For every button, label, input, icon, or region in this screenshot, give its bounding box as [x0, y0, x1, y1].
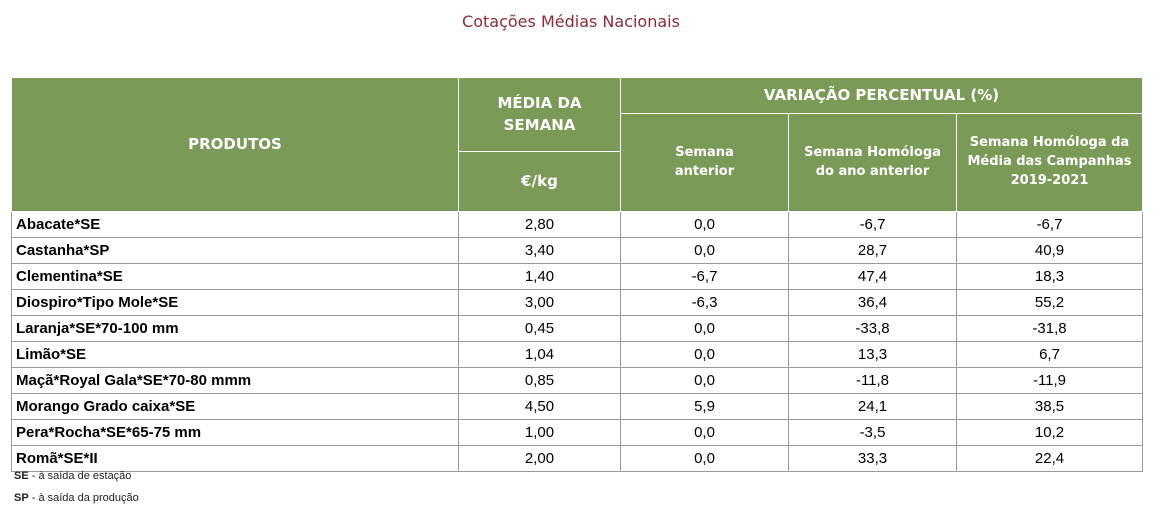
- homologa-ano-value: 24,1: [788, 393, 957, 420]
- homologa-ano-value: 36,4: [788, 289, 957, 316]
- media-value: 1,04: [458, 341, 621, 368]
- product-name: Diospiro*Tipo Mole*SE: [11, 289, 459, 316]
- homologa-ano-value: -6,7: [788, 211, 957, 238]
- homologa-ano-value: 33,3: [788, 445, 957, 472]
- product-name: Castanha*SP: [11, 237, 459, 264]
- semana-anterior-value: 0,0: [620, 237, 789, 264]
- homologa-campanhas-value: 22,4: [956, 445, 1143, 472]
- media-value: 4,50: [458, 393, 621, 420]
- table-row: Maçã*Royal Gala*SE*70-80 mmm 0,85 0,0 -11,8…: [11, 367, 1143, 394]
- page-title: Cotações Médias Nacionais: [462, 12, 680, 31]
- homologa-campanhas-value: 38,5: [956, 393, 1143, 420]
- product-name: Maçã*Royal Gala*SE*70-80 mmm: [11, 367, 459, 394]
- homologa-ano-value: -33,8: [788, 315, 957, 342]
- product-name: Laranja*SE*70-100 mm: [11, 315, 459, 342]
- header-media-semana: MÉDIA DA SEMANA: [458, 77, 621, 152]
- semana-anterior-value: 0,0: [620, 341, 789, 368]
- media-value: 2,00: [458, 445, 621, 472]
- header-homologa-campanhas: Semana Homóloga da Média das Campanhas 2…: [956, 113, 1143, 212]
- homologa-campanhas-value: -11,9: [956, 367, 1143, 394]
- homologa-campanhas-value: -6,7: [956, 211, 1143, 238]
- semana-anterior-value: -6,3: [620, 289, 789, 316]
- footnote-se: SE - à saída de estação: [14, 470, 132, 482]
- table-row: Romã*SE*II 2,00 0,0 33,3 22,4: [11, 445, 1143, 472]
- homologa-ano-value: 13,3: [788, 341, 957, 368]
- table-row: Clementina*SE 1,40 -6,7 47,4 18,3: [11, 263, 1143, 290]
- semana-anterior-value: -6,7: [620, 263, 789, 290]
- header-variacao: VARIAÇÃO PERCENTUAL (%): [620, 77, 1143, 114]
- homologa-ano-value: -3,5: [788, 419, 957, 446]
- product-name: Clementina*SE: [11, 263, 459, 290]
- product-name: Romã*SE*II: [11, 445, 459, 472]
- table-row: Morango Grado caixa*SE 4,50 5,9 24,1 38,5: [11, 393, 1143, 420]
- semana-anterior-value: 5,9: [620, 393, 789, 420]
- prices-table: PRODUTOS MÉDIA DA SEMANA VARIAÇÃO PERCEN…: [11, 77, 1143, 472]
- homologa-ano-value: 28,7: [788, 237, 957, 264]
- header-semana-anterior: Semana anterior: [620, 113, 789, 212]
- semana-anterior-value: 0,0: [620, 419, 789, 446]
- table-row: Laranja*SE*70-100 mm 0,45 0,0 -33,8 -31,8: [11, 315, 1143, 342]
- table-row: Abacate*SE 2,80 0,0 -6,7 -6,7: [11, 211, 1143, 238]
- footnote-sp: SP - à saída da produção: [14, 492, 139, 504]
- semana-anterior-value: 0,0: [620, 445, 789, 472]
- homologa-campanhas-value: 55,2: [956, 289, 1143, 316]
- header-produtos: PRODUTOS: [11, 77, 459, 212]
- product-name: Pera*Rocha*SE*65-75 mm: [11, 419, 459, 446]
- media-value: 1,00: [458, 419, 621, 446]
- product-name: Morango Grado caixa*SE: [11, 393, 459, 420]
- media-value: 3,00: [458, 289, 621, 316]
- media-value: 0,45: [458, 315, 621, 342]
- homologa-campanhas-value: -31,8: [956, 315, 1143, 342]
- semana-anterior-value: 0,0: [620, 367, 789, 394]
- table-row: Pera*Rocha*SE*65-75 mm 1,00 0,0 -3,5 10,2: [11, 419, 1143, 446]
- homologa-campanhas-value: 10,2: [956, 419, 1143, 446]
- table-row: Limão*SE 1,04 0,0 13,3 6,7: [11, 341, 1143, 368]
- semana-anterior-value: 0,0: [620, 211, 789, 238]
- media-value: 3,40: [458, 237, 621, 264]
- product-name: Limão*SE: [11, 341, 459, 368]
- media-value: 0,85: [458, 367, 621, 394]
- homologa-campanhas-value: 40,9: [956, 237, 1143, 264]
- homologa-campanhas-value: 18,3: [956, 263, 1143, 290]
- header-homologa-ano: Semana Homóloga do ano anterior: [788, 113, 957, 212]
- media-value: 1,40: [458, 263, 621, 290]
- product-name: Abacate*SE: [11, 211, 459, 238]
- homologa-ano-value: -11,8: [788, 367, 957, 394]
- table-row: Diospiro*Tipo Mole*SE 3,00 -6,3 36,4 55,2: [11, 289, 1143, 316]
- homologa-ano-value: 47,4: [788, 263, 957, 290]
- homologa-campanhas-value: 6,7: [956, 341, 1143, 368]
- table-row: Castanha*SP 3,40 0,0 28,7 40,9: [11, 237, 1143, 264]
- semana-anterior-value: 0,0: [620, 315, 789, 342]
- header-unit: €/kg: [458, 151, 621, 212]
- media-value: 2,80: [458, 211, 621, 238]
